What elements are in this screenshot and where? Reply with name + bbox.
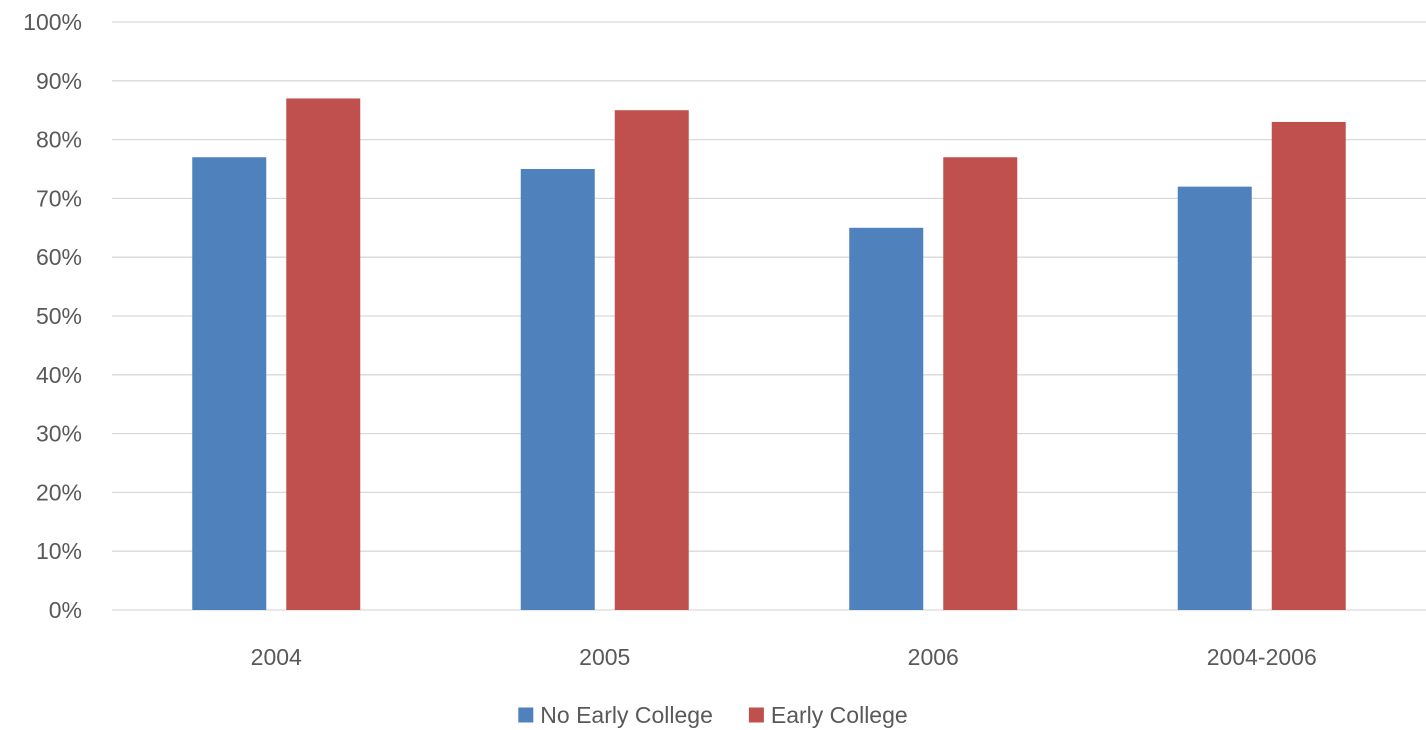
bar-no-early-college-2004-2006 [1177, 186, 1252, 610]
bar-no-early-college-2005 [520, 169, 595, 610]
bar-early-college-2004-2006 [1271, 121, 1346, 611]
y-tick-label-80: 80% [36, 127, 82, 153]
bar-early-college-2005 [614, 110, 689, 610]
bar-no-early-college-2006 [849, 227, 924, 611]
legend-swatch-early-college [748, 707, 764, 723]
x-tick-label-2006: 2006 [908, 644, 959, 670]
y-tick-label-100: 100% [23, 9, 82, 35]
y-tick-label-50: 50% [36, 303, 82, 329]
legend: No Early College Early College [518, 702, 908, 728]
y-tick-label-10: 10% [36, 538, 82, 564]
x-tick-label-2004: 2004 [251, 644, 302, 670]
y-axis-tick-labels: 0% 10% 20% 30% 40% 50% 60% 70% 80% 90% 100% [23, 9, 82, 623]
bars [192, 98, 1346, 611]
legend-swatch-no-early-college [518, 707, 534, 723]
legend-label-no-early-college: No Early College [540, 702, 713, 728]
bar-early-college-2006 [943, 157, 1018, 611]
y-tick-label-90: 90% [36, 68, 82, 94]
y-tick-label-0: 0% [49, 597, 82, 623]
x-axis-tick-labels: 2004 2005 2006 2004-2006 [251, 644, 1317, 670]
y-tick-label-20: 20% [36, 479, 82, 505]
bar-no-early-college-2004 [192, 157, 267, 611]
y-tick-label-40: 40% [36, 362, 82, 388]
x-tick-label-2004-2006: 2004-2006 [1207, 644, 1317, 670]
y-tick-label-70: 70% [36, 185, 82, 211]
legend-label-early-college: Early College [771, 702, 908, 728]
bar-early-college-2004 [286, 98, 361, 610]
y-tick-label-60: 60% [36, 244, 82, 270]
x-tick-label-2005: 2005 [579, 644, 630, 670]
y-tick-label-30: 30% [36, 421, 82, 447]
